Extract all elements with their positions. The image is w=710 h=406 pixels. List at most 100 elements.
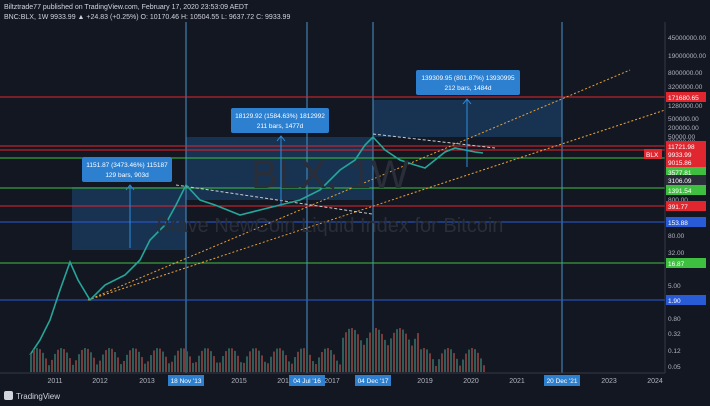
volume [30, 328, 485, 372]
volume-bar [198, 355, 200, 372]
volume-bar [54, 353, 56, 372]
volume-bar [72, 364, 74, 372]
volume-bar [393, 332, 395, 372]
volume-bar [234, 350, 236, 372]
volume-bar [288, 361, 290, 372]
time-marker: 04 Dec '17 [358, 378, 389, 385]
volume-bar [375, 328, 377, 372]
volume-bar [390, 338, 392, 372]
volume-bar [453, 353, 455, 372]
volume-bar [333, 354, 335, 372]
volume-bar [327, 348, 329, 372]
price-label: 5.00 [668, 283, 681, 290]
volume-bar [444, 349, 446, 372]
price-tag: 3106.09 [668, 178, 692, 185]
volume-bar [231, 348, 233, 372]
volume-bar [126, 354, 128, 372]
volume-bar [123, 360, 125, 372]
watermark-description: Brave NewCoin Liquid Index for Bitcoin [157, 215, 504, 237]
time-label: 2017 [324, 378, 340, 385]
volume-bar [468, 349, 470, 372]
volume-bar [75, 360, 77, 372]
price-tag: 3577.81 [668, 170, 692, 177]
volume-bar [480, 358, 482, 372]
time-marker-bg [355, 375, 391, 386]
price-label: 0.12 [668, 348, 681, 355]
price-label: 200000.00 [668, 125, 699, 132]
volume-bar [93, 357, 95, 372]
volume-bar [471, 348, 473, 372]
volume-bar [66, 352, 68, 372]
time-marker: 18 Nov '13 [171, 378, 202, 385]
time-label: 2011 [47, 378, 62, 385]
measure-box [231, 108, 329, 133]
measure-box [82, 157, 172, 182]
price-tag-bg [666, 185, 706, 195]
measure-line2: 129 bars, 903d [105, 172, 149, 179]
price-tag: 171680.65 [668, 95, 699, 102]
volume-bar [384, 339, 386, 372]
volume-bar [33, 349, 35, 372]
volume-bar [141, 357, 143, 372]
price-label: 0.80 [668, 316, 681, 323]
volume-bar [303, 348, 305, 372]
time-marker-bg [544, 375, 580, 386]
volume-bar [45, 358, 47, 372]
price-tag-bg [666, 295, 706, 305]
volume-bar [120, 364, 122, 372]
volume-bar [147, 361, 149, 372]
volume-bar [294, 357, 296, 372]
price-tag-bg [666, 217, 706, 227]
volume-bar [114, 352, 116, 372]
volume-bar [87, 348, 89, 372]
volume-bar [78, 354, 80, 372]
volume-bar [150, 355, 152, 372]
volume-bar [483, 365, 485, 372]
volume-bar [372, 328, 374, 372]
volume-bar [351, 328, 353, 372]
price-tag-bg [666, 141, 706, 151]
price-tag: 16.87 [668, 261, 685, 268]
volume-bar [357, 334, 359, 372]
volume-bar [297, 351, 299, 372]
volume-bar [423, 348, 425, 372]
volume-bar [165, 356, 167, 372]
volume-bar [228, 348, 230, 372]
volume-bar [240, 362, 242, 372]
time-label: 2019 [417, 378, 433, 385]
volume-bar [201, 350, 203, 372]
volume-bar [189, 356, 191, 372]
volume-bar [360, 340, 362, 372]
time-label: 2015 [231, 378, 247, 385]
price-tag-bg [666, 201, 706, 211]
price-line [29, 135, 484, 356]
volume-bar [285, 355, 287, 372]
volume-bar [354, 329, 356, 372]
volume-bar [63, 349, 65, 372]
volume-bar [39, 349, 41, 372]
volume-bar [51, 359, 53, 372]
time-marker: 04 Jul '16 [293, 378, 321, 385]
volume-bar [129, 350, 131, 372]
volume-bar [270, 356, 272, 372]
volume-bar [207, 348, 209, 372]
time-label: 2020 [463, 378, 479, 385]
volume-bar [474, 349, 476, 372]
price-tag: 1391.54 [668, 188, 692, 195]
volume-bar [465, 353, 467, 372]
volume-bar [225, 351, 227, 372]
volume-bar [216, 362, 218, 372]
volume-bar [462, 359, 464, 372]
volume-bar [258, 350, 260, 372]
volume-bar [105, 350, 107, 372]
volume-bar [117, 357, 119, 372]
measure-arrow-head [276, 135, 286, 142]
volume-bar [336, 360, 338, 372]
volume-bar [252, 348, 254, 372]
volume-bar [48, 365, 50, 372]
time-label: 2023 [601, 378, 617, 385]
time-label: 2013 [139, 378, 155, 385]
volume-bar [69, 358, 71, 372]
time-label: 2024 [647, 378, 663, 385]
